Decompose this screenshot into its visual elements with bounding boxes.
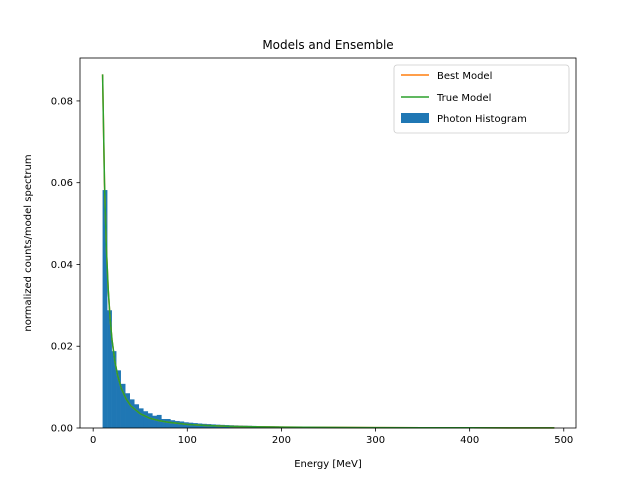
y-tick-label: 0.00: [51, 424, 73, 435]
y-tick-label: 0.08: [51, 96, 73, 107]
histogram-bar: [111, 351, 117, 428]
x-tick-label: 400: [460, 435, 479, 446]
histogram-bar: [147, 413, 153, 428]
x-tick-label: 200: [272, 435, 291, 446]
y-tick-label: 0.02: [51, 342, 73, 353]
y-tick-label: 0.04: [51, 260, 73, 271]
histogram-bar: [152, 415, 158, 428]
chart-title: Models and Ensemble: [262, 38, 393, 52]
x-tick-label: 100: [178, 435, 197, 446]
histogram-bar: [138, 408, 144, 428]
histogram-bar: [161, 419, 167, 428]
histogram-bar: [120, 383, 126, 428]
y-axis-label: normalized counts/model spectrum: [23, 154, 34, 331]
x-axis-label: Energy [MeV]: [294, 459, 362, 470]
histogram-bar: [165, 419, 171, 428]
histogram-bar: [156, 414, 162, 428]
legend-label-true-model: True Model: [436, 93, 491, 104]
x-tick-label: 500: [554, 435, 573, 446]
histogram-bar: [143, 411, 149, 428]
histogram-bar: [107, 310, 112, 428]
x-tick-label: 0: [90, 435, 96, 446]
histogram-bar: [134, 404, 140, 428]
histogram-bar: [183, 422, 189, 428]
y-axis-ticks: 0.00 0.02 0.04 0.06 0.08: [51, 96, 80, 435]
y-tick-label: 0.06: [51, 178, 73, 189]
legend-swatch-photon-histogram: [401, 113, 429, 123]
histogram-bar: [170, 420, 176, 428]
plot-frame: [79, 57, 577, 429]
legend-label-photon-histogram: Photon Histogram: [437, 114, 527, 125]
legend-label-best-model: Best Model: [437, 71, 492, 82]
histogram-bar: [129, 399, 135, 428]
histogram-bar: [116, 370, 121, 428]
legend-box: [393, 64, 570, 134]
histogram-bar: [102, 190, 108, 428]
x-tick-label: 300: [366, 435, 385, 446]
x-axis-ticks: 0 100 200 300 400 500: [90, 428, 573, 446]
histogram-bar: [179, 421, 185, 428]
legend: Best Model True Model Photon Histogram: [393, 64, 570, 134]
histogram-bar: [174, 421, 180, 428]
histogram-bar: [125, 393, 130, 428]
